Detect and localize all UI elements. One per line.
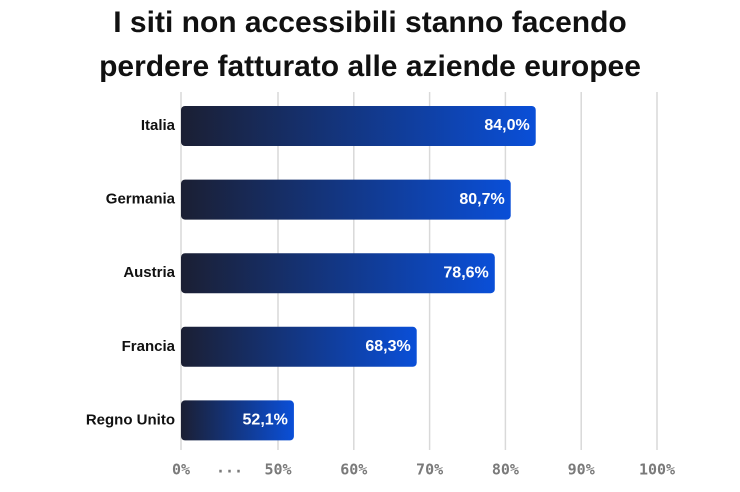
value-label: 68,3% <box>365 338 410 355</box>
value-label: 52,1% <box>243 412 288 429</box>
category-label: Germania <box>106 191 176 208</box>
x-tick-label: 70% <box>416 461 443 479</box>
bar <box>181 326 417 367</box>
x-tick-label: 0% <box>172 461 190 479</box>
axis-break: ... <box>216 459 243 477</box>
bar <box>181 179 511 220</box>
bar <box>181 253 495 294</box>
value-label: 84,0% <box>484 117 529 134</box>
value-label: 78,6% <box>443 264 488 281</box>
category-label: Regno Unito <box>86 411 175 428</box>
x-tick-label: 80% <box>492 461 519 479</box>
chart-title: I siti non accessibili stanno facendo <box>113 6 626 39</box>
bar <box>181 400 294 441</box>
x-tick-label: 60% <box>340 461 367 479</box>
x-tick-label: 90% <box>568 461 595 479</box>
value-label: 80,7% <box>459 191 504 208</box>
chart-title: perdere fatturato alle aziende europee <box>99 50 641 83</box>
bar <box>181 106 536 146</box>
x-tick-label: 50% <box>264 461 291 479</box>
category-label: Italia <box>141 117 176 134</box>
category-label: Francia <box>122 338 176 355</box>
x-tick-label: 100% <box>639 461 675 479</box>
category-label: Austria <box>123 264 175 281</box>
